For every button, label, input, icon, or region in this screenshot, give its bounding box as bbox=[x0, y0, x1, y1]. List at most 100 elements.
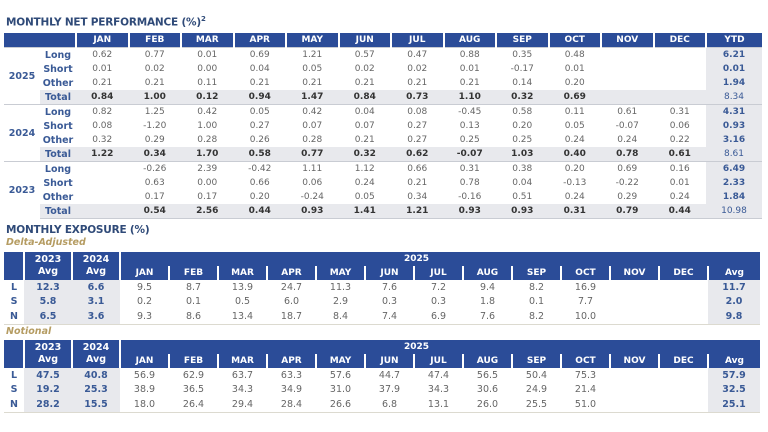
value-cell: 1.00 bbox=[197, 121, 218, 131]
value-cell: 0.00 bbox=[197, 64, 218, 74]
value-cell: 0.05 bbox=[233, 104, 286, 119]
value-cell: 0.3 bbox=[381, 296, 398, 308]
value-cell: 0.11 bbox=[197, 78, 218, 88]
row-2024-other: Other 0.32 0.29 0.28 0.26 0.28 0.21 0.27 0.25 0.2… bbox=[4, 133, 762, 147]
value-cell: 0.08 bbox=[92, 121, 113, 131]
value-cell: 0.26 bbox=[249, 135, 270, 145]
header-jan: JAN bbox=[119, 354, 169, 368]
value-cell: 6.0 bbox=[283, 296, 300, 308]
value-cell: -0.07 bbox=[443, 147, 496, 162]
header-blank bbox=[4, 33, 76, 48]
header-oct: OCT bbox=[547, 33, 601, 48]
value-cell: 0.93 bbox=[496, 204, 549, 219]
value-cell: 8.7 bbox=[185, 281, 202, 293]
header-aug: AUG bbox=[442, 33, 496, 48]
value-cell: 13.1 bbox=[414, 397, 463, 413]
value-cell: 0.20 bbox=[564, 78, 585, 88]
value-cell: 0.28 bbox=[197, 135, 218, 145]
avg-2024-cell: 25.3 bbox=[72, 382, 120, 397]
value-cell: 0.01 bbox=[669, 178, 690, 188]
value-cell: -0.24 bbox=[300, 192, 324, 202]
row-label: Long bbox=[40, 47, 76, 62]
avg-cell: 9.8 bbox=[708, 309, 760, 325]
avg-2023-cell: 6.5 bbox=[24, 309, 72, 325]
value-cell: 0.24 bbox=[354, 178, 375, 188]
row-l: L 12.3 6.6 9.5 8.7 13.9 24.7 11.3 7.6 7.2 9.4 8.2 16… bbox=[4, 280, 760, 295]
header-apr: APR bbox=[232, 33, 286, 48]
ytd-cell: 8.34 bbox=[706, 90, 762, 105]
value-cell: 57.6 bbox=[329, 369, 352, 381]
value-cell: 0.1 bbox=[185, 296, 202, 308]
ytd-cell: 1.84 bbox=[706, 190, 762, 204]
value-cell: 0.84 bbox=[338, 90, 391, 105]
value-cell: 0.31 bbox=[653, 104, 706, 119]
value-cell: 0.11 bbox=[548, 104, 601, 119]
value-cell: 0.12 bbox=[181, 90, 234, 105]
header-jul: JUL bbox=[413, 266, 463, 280]
value-cell: 0.38 bbox=[496, 161, 549, 176]
header-jul: JUL bbox=[390, 33, 444, 48]
value-cell bbox=[610, 295, 659, 310]
value-cell: 26.6 bbox=[316, 397, 365, 413]
value-cell: 0.21 bbox=[92, 78, 113, 88]
value-cell: 0.21 bbox=[354, 78, 375, 88]
value-cell: 0.62 bbox=[391, 147, 444, 162]
row-2025-total: Total 0.84 1.00 0.12 0.94 1.47 0.84 0.73 1.10 0.3… bbox=[4, 90, 762, 105]
value-cell: 0.54 bbox=[128, 204, 181, 219]
value-cell bbox=[659, 280, 708, 295]
value-cell: 0.5 bbox=[234, 296, 251, 308]
value-cell bbox=[76, 204, 129, 219]
header-mar: MAR bbox=[217, 266, 267, 280]
value-cell: 0.94 bbox=[233, 90, 286, 105]
row-l: L 47.5 40.8 56.9 62.9 63.7 63.3 57.6 44.7 47.4 56.… bbox=[4, 368, 760, 383]
header-blank bbox=[4, 340, 24, 368]
avg-2024-cell: 3.6 bbox=[72, 309, 120, 325]
value-cell: 0.16 bbox=[653, 161, 706, 176]
header-mar: MAR bbox=[180, 33, 234, 48]
header-jan: JAN bbox=[75, 33, 129, 48]
row-2023-long: 2023 Long -0.26 2.39 -0.42 1.11 1.12 0.66 0.31 0.… bbox=[4, 161, 762, 219]
row-label: Other bbox=[42, 77, 74, 89]
value-cell: 24.9 bbox=[525, 384, 548, 396]
row-label: Other bbox=[42, 134, 74, 146]
value-cell: 0.28 bbox=[302, 135, 323, 145]
value-cell: 0.20 bbox=[512, 121, 533, 131]
exposure-title: MONTHLY EXPOSURE (%) bbox=[6, 224, 150, 236]
value-cell: 0.20 bbox=[548, 161, 601, 176]
value-cell: 31.0 bbox=[329, 384, 352, 396]
header-jun: JUN bbox=[364, 266, 414, 280]
header-row-year: 2023 Avg 2024 Avg 2025 bbox=[4, 340, 760, 368]
value-cell: 1.00 bbox=[128, 90, 181, 105]
value-cell: 1.11 bbox=[286, 161, 339, 176]
value-cell bbox=[659, 309, 708, 325]
value-cell: 7.2 bbox=[430, 281, 447, 293]
value-cell: 1.47 bbox=[286, 90, 339, 105]
header-blank bbox=[4, 252, 24, 280]
value-cell: 29.4 bbox=[218, 397, 267, 413]
value-cell: 0.05 bbox=[564, 121, 585, 131]
value-cell: 6.9 bbox=[414, 309, 463, 325]
row-s: S 19.2 25.3 38.9 36.5 34.3 34.9 31.0 37.9 34.3 30.… bbox=[4, 382, 760, 398]
header-avg-label: Avg bbox=[37, 354, 58, 365]
value-cell: -1.20 bbox=[143, 121, 167, 131]
value-cell: 0.31 bbox=[548, 204, 601, 219]
value-cell: 0.79 bbox=[601, 204, 654, 219]
value-cell: 0.04 bbox=[338, 104, 391, 119]
value-cell: 34.9 bbox=[280, 384, 303, 396]
value-cell: 8.6 bbox=[169, 309, 218, 325]
avg-2024-cell: 3.1 bbox=[72, 294, 120, 309]
value-cell bbox=[654, 76, 707, 90]
header-mar: MAR bbox=[217, 354, 267, 368]
header-2023-avg: 2023 Avg bbox=[23, 340, 72, 368]
value-cell: 0.44 bbox=[233, 204, 286, 219]
value-cell: 56.9 bbox=[133, 369, 156, 381]
header-dec: DEC bbox=[652, 33, 706, 48]
value-cell: 0.34 bbox=[407, 192, 428, 202]
value-cell: 0.58 bbox=[496, 104, 549, 119]
value-cell: -0.16 bbox=[458, 192, 482, 202]
value-cell: 0.69 bbox=[233, 47, 286, 62]
notional-exposure-table: 2023 Avg 2024 Avg 2025 JAN FEB MAR APR MAY JUN JUL A… bbox=[4, 340, 760, 413]
value-cell: 0.66 bbox=[249, 178, 270, 188]
value-cell: 50.4 bbox=[525, 369, 548, 381]
value-cell bbox=[610, 383, 659, 398]
